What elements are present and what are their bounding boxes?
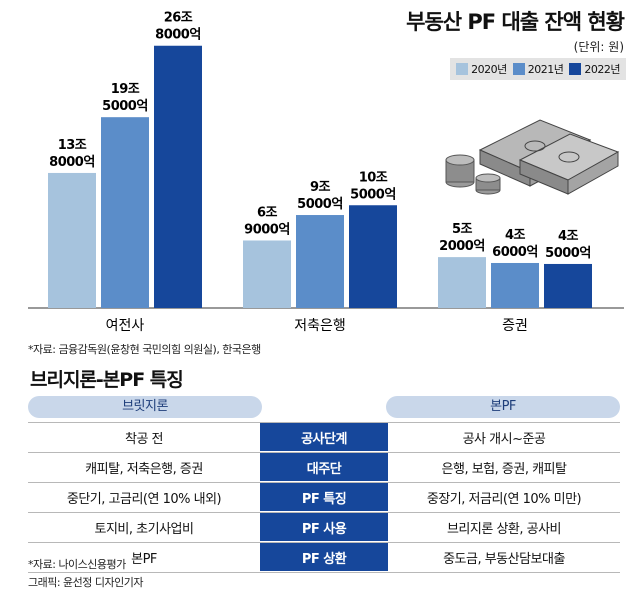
- cell-category: 대주단: [260, 453, 388, 482]
- bar-yeojeonsa-2022: [154, 45, 202, 308]
- table-row: 캐피탈, 저축은행, 증권 대주단 은행, 보험, 증권, 캐피탈: [28, 453, 620, 483]
- chart-source: *자료: 금융감독원(윤창현 국민의힘 의원실), 한국은행: [28, 343, 261, 356]
- cell-right: 중장기, 저금리(연 10% 미만): [426, 492, 582, 507]
- bar-securities-2021: [491, 262, 539, 308]
- data-label: 6조: [257, 205, 278, 220]
- cell-left: 중단기, 고금리(연 10% 내외): [66, 492, 222, 507]
- cell-right: 브리지론 상환, 공사비: [446, 522, 562, 537]
- money-stack-icon: [445, 119, 620, 195]
- table-row: 토지비, 초기사업비 PF 사용 브리지론 상환, 공사비: [28, 513, 620, 543]
- bar-savings-bank-2022: [349, 205, 397, 308]
- data-label: 13조: [58, 138, 87, 153]
- bar-yeojeonsa-2021: [101, 117, 149, 308]
- data-label: 8000억: [155, 28, 201, 43]
- cell-left: 토지비, 초기사업비: [94, 522, 194, 537]
- header-bridge-loan: 브릿지론: [28, 396, 262, 418]
- cell-left: 캐피탈, 저축은행, 증권: [85, 462, 203, 477]
- unit-label: (단위: 원): [573, 40, 624, 54]
- cell-right: 중도금, 부동산담보대출: [443, 552, 565, 567]
- legend-swatch-2020: [456, 63, 469, 75]
- category-label-securities: 증권: [502, 318, 528, 334]
- table-row: 착공 전 공사단계 공사 개시~준공: [28, 422, 620, 453]
- cell-category: PF 특징: [260, 483, 388, 512]
- graphic-credit: 그래픽: 윤선정 디자인기자: [28, 576, 144, 589]
- legend-swatch-2022: [569, 63, 582, 75]
- table-row: 본PF PF 상환 중도금, 부동산담보대출: [28, 543, 620, 573]
- bar-securities-2022: [544, 263, 592, 308]
- data-label: 4조: [558, 229, 579, 244]
- legend-item-2021: 2021년: [512, 61, 564, 77]
- table-row: 중단기, 고금리(연 10% 내외) PF 특징 중장기, 저금리(연 10% …: [28, 483, 620, 513]
- cell-left: 착공 전: [124, 432, 164, 447]
- bar-yeojeonsa-2020: [48, 172, 96, 308]
- data-label: 2000억: [439, 239, 485, 254]
- data-label: 4조: [505, 228, 526, 243]
- cell-category: 공사단계: [260, 423, 388, 452]
- cell-category: PF 사용: [260, 513, 388, 542]
- legend: 2020년 2021년 2022년: [450, 58, 626, 80]
- data-label: 10조: [359, 170, 388, 185]
- data-label: 6000억: [492, 245, 538, 260]
- data-label: 9000억: [244, 222, 290, 237]
- table-source: *자료: 나이스신용평가: [28, 558, 126, 571]
- category-label-savings-bank: 저축은행: [294, 318, 346, 334]
- bar-savings-bank-2020: [243, 240, 291, 308]
- cell-right: 은행, 보험, 증권, 캐피탈: [441, 462, 567, 477]
- comparison-table: 브릿지론 본PF 착공 전 공사단계 공사 개시~준공 캐피탈, 저축은행, 증…: [28, 396, 620, 573]
- legend-item-2020: 2020년: [456, 61, 507, 77]
- legend-item-2022: 2022년: [569, 61, 620, 77]
- data-label: 5000억: [350, 187, 396, 202]
- data-label: 5000억: [545, 246, 591, 261]
- legend-label-2022: 2022년: [584, 63, 620, 76]
- legend-label-2020: 2020년: [471, 63, 507, 76]
- cell-right: 공사 개시~준공: [462, 432, 546, 447]
- cell-category: PF 상환: [260, 543, 388, 572]
- legend-label-2021: 2021년: [527, 63, 564, 76]
- chart-title: 부동산 PF 대출 잔액 현황: [406, 10, 625, 34]
- cell-left: 본PF: [131, 552, 157, 567]
- data-label: 5000억: [297, 197, 343, 212]
- legend-swatch-2021: [512, 63, 525, 75]
- table-title: 브리지론-본PF 특징: [30, 369, 184, 391]
- table-header: 브릿지론 본PF: [28, 396, 620, 420]
- data-label: 9조: [310, 180, 331, 195]
- data-label: 5조: [452, 222, 473, 237]
- data-label: 5000억: [102, 99, 148, 114]
- data-label: 26조: [164, 11, 193, 26]
- category-label-yeojeonsa: 여전사: [106, 318, 145, 334]
- data-label: 19조: [111, 82, 140, 97]
- bar-savings-bank-2021: [296, 215, 344, 308]
- data-label: 8000억: [49, 155, 95, 170]
- bar-securities-2020: [438, 257, 486, 308]
- header-main-pf: 본PF: [386, 396, 620, 418]
